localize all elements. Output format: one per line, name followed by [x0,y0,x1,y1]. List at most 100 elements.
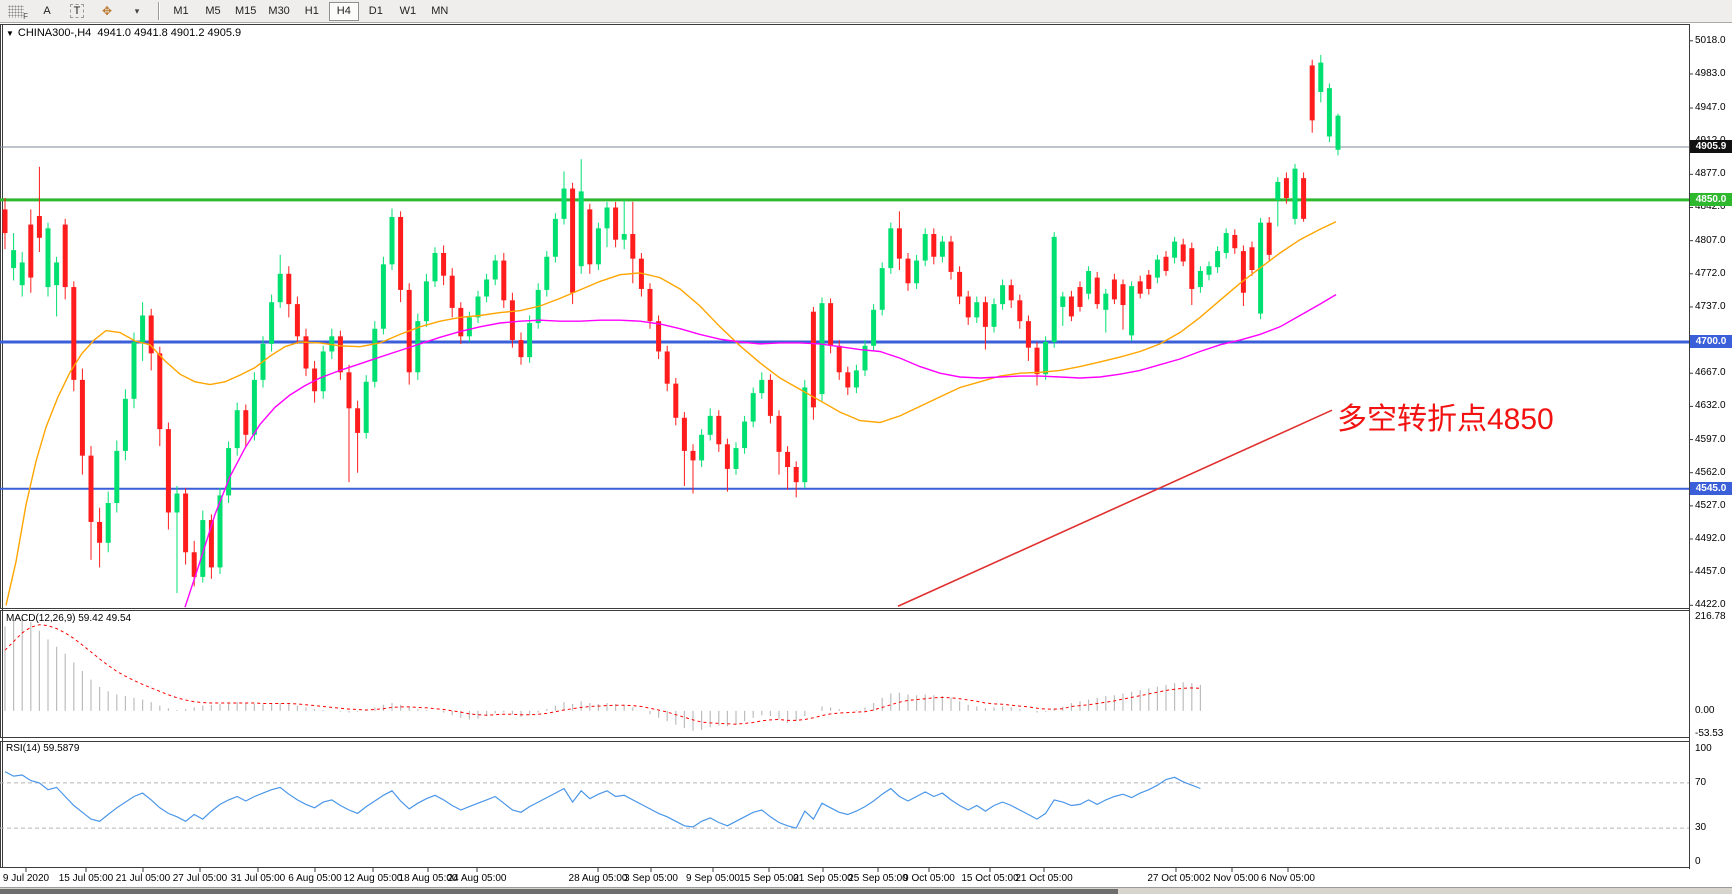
macd-signal-line [4,624,1201,725]
candle-body [914,260,920,284]
candle-body [372,328,378,382]
price-tick-label: 4877.0 [1695,168,1726,180]
candle-body [810,311,816,408]
candle-body [905,258,911,284]
date-label: 9 Jul 2020 [2,873,50,884]
candle-body [389,216,395,265]
candle-body [828,303,834,346]
candle-body [1068,296,1074,317]
candle-body [1077,287,1083,307]
profile-grid-tool-icon[interactable]: F [0,2,32,21]
trendline[interactable] [897,409,1333,607]
date-label: 25 Sep 05:00 [848,873,908,884]
trend-annotation-text[interactable]: 多空转折点4850 [1337,403,1554,436]
text-tool-icon[interactable]: T [62,2,92,21]
candle-body [888,228,894,269]
candle-body [355,408,361,433]
rsi-tick-label: 0 [1695,856,1701,867]
candle-body [724,444,730,469]
candle-body [681,417,687,451]
candle-body [234,410,240,449]
timeframe-button-w1[interactable]: W1 [399,5,417,17]
candle-body [140,315,146,342]
candle-body [1163,256,1169,271]
timeframe-button-h1[interactable]: H1 [304,5,319,17]
candle-body [1120,284,1126,306]
candle-body [1146,274,1152,289]
candle-body [1249,247,1255,271]
candle-body [793,467,799,483]
price-badge-4850.0: 4850.0 [1690,193,1732,207]
timeframe-button-m5[interactable]: M5 [205,5,221,17]
candle-body [690,450,696,461]
candle-body [982,302,988,327]
candle-body [1309,65,1315,121]
timeframe-button-m15[interactable]: M15 [235,5,257,17]
timeframe-button-m30[interactable]: M30 [268,5,290,17]
font-tool-icon[interactable]: A [43,5,51,17]
price-tick-label: 4597.0 [1695,433,1726,445]
toolbar-separator [158,2,160,20]
chart-window[interactable]: ▼ CHINA300-,H4 4941.0 4941.8 4901.2 4905.… [0,24,1732,894]
toolbar: F A T ✥ ▾ M1 M5 M15 M30 H1 H4 D1 W1 MN [0,0,1732,23]
timeframe-button-h4[interactable]: H4 [328,1,359,21]
candle-body [1335,115,1341,150]
candle-body [114,450,120,504]
date-label: 15 Sep 05:00 [739,873,799,884]
candle-body [1094,277,1100,305]
scrollbar-thumb[interactable] [0,889,1118,894]
candle-body [1111,279,1117,300]
candle-body [733,448,739,469]
date-label: 9 Sep 05:00 [686,873,740,884]
candle-body [759,379,765,394]
candle-body [1206,266,1212,275]
candle-body [1000,285,1006,305]
price-tick-label: 5018.0 [1695,34,1726,46]
candle-body [1129,286,1135,336]
candle-body [750,393,756,422]
timeframe-button-mn[interactable]: MN [431,5,449,17]
candle-body [845,372,851,388]
candle-body [466,317,472,337]
candle-body [1215,251,1221,268]
candle-body [441,252,447,276]
candle-body [1301,178,1307,219]
candle-body [432,252,438,282]
grid-dots-icon: F [8,4,28,21]
candle-body [707,415,713,435]
horizontal-scrollbar[interactable] [0,887,1732,894]
candle-body [604,207,610,229]
candle-body [501,260,507,301]
rsi-line [4,771,1201,829]
macd-tick-label: 216.78 [1695,611,1726,622]
candle-body [165,429,171,513]
timeframe-button-m1[interactable]: M1 [173,5,189,17]
price-badge-4905.9: 4905.9 [1690,140,1732,154]
candle-body [11,250,17,269]
indicator-line-ma-orange [5,221,1337,606]
rsi-tick-label: 100 [1695,743,1712,754]
candle-body [853,370,859,388]
timeframe-button-d1[interactable]: D1 [368,5,383,17]
candle-body [974,302,980,318]
crosshair-arrows-tool-icon[interactable]: ✥ [101,4,113,18]
candle-body [484,279,490,297]
candle-body [148,315,154,354]
date-label: 18 Aug 05:00 [398,873,458,884]
candle-body [191,552,197,577]
arrows-dropdown-caret-icon[interactable]: ▾ [134,5,140,16]
candle-body [131,341,137,399]
candle-body [54,262,60,286]
candle-body [269,302,275,344]
chart-canvas[interactable] [0,24,1732,894]
price-tick-label: 4947.0 [1695,102,1726,114]
candle-body [561,188,567,219]
candle-body [776,415,782,452]
macd-pane-border [0,610,1690,738]
candle-body [1275,181,1281,200]
indicator-line-ma-magenta [184,293,1337,608]
candle-body [105,503,111,543]
candle-body [320,351,326,392]
candle-body [871,309,877,346]
